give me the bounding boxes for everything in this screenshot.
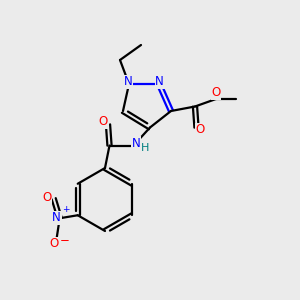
Text: H: H [141, 143, 150, 153]
Text: N: N [52, 211, 61, 224]
Text: O: O [196, 123, 205, 136]
Text: O: O [49, 237, 58, 250]
Text: N: N [124, 75, 133, 88]
Text: O: O [98, 115, 107, 128]
Text: N: N [131, 136, 140, 150]
Text: N: N [155, 75, 164, 88]
Text: +: + [62, 205, 70, 214]
Text: O: O [212, 86, 220, 100]
Text: O: O [43, 191, 52, 204]
Text: −: − [60, 234, 70, 247]
